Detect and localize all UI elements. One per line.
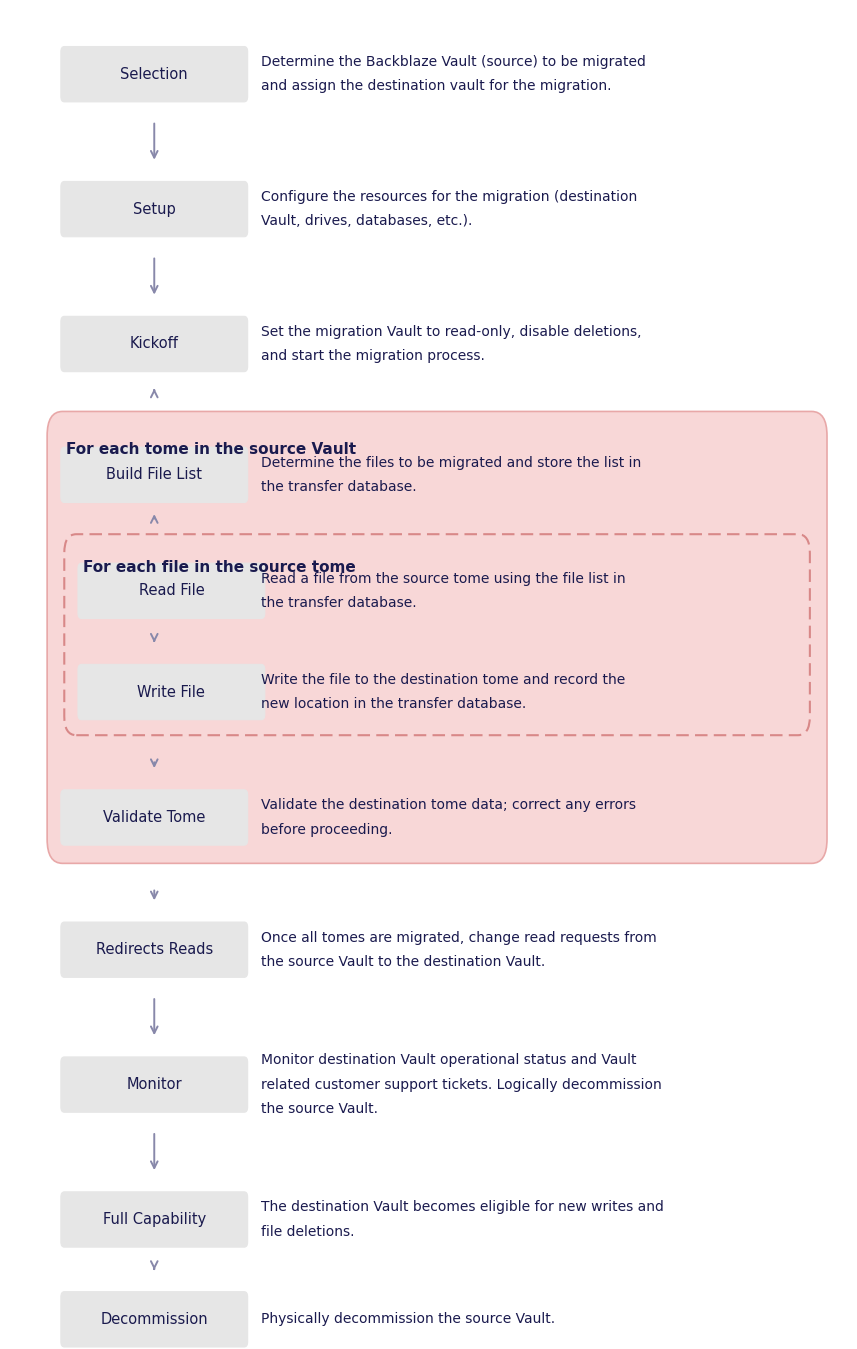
Text: Monitor: Monitor	[127, 1077, 182, 1093]
FancyBboxPatch shape	[61, 1058, 248, 1112]
Text: Determine the Backblaze Vault (source) to be migrated: Determine the Backblaze Vault (source) t…	[261, 55, 646, 69]
Text: the transfer database.: the transfer database.	[261, 596, 417, 610]
Text: Full Capability: Full Capability	[103, 1211, 206, 1228]
Text: For each tome in the source Vault: For each tome in the source Vault	[66, 441, 357, 457]
Text: Build File List: Build File List	[106, 467, 202, 483]
FancyBboxPatch shape	[61, 317, 248, 371]
Text: the source Vault.: the source Vault.	[261, 1102, 379, 1116]
Text: and assign the destination vault for the migration.: and assign the destination vault for the…	[261, 80, 612, 93]
Text: related customer support tickets. Logically decommission: related customer support tickets. Logica…	[261, 1078, 662, 1091]
Text: Decommission: Decommission	[100, 1311, 208, 1327]
Text: Vault, drives, databases, etc.).: Vault, drives, databases, etc.).	[261, 214, 473, 228]
Text: Determine the files to be migrated and store the list in: Determine the files to be migrated and s…	[261, 456, 642, 469]
Text: the source Vault to the destination Vault.: the source Vault to the destination Vaul…	[261, 955, 546, 969]
FancyBboxPatch shape	[61, 1193, 248, 1246]
Text: Physically decommission the source Vault.: Physically decommission the source Vault…	[261, 1313, 555, 1326]
Text: Redirects Reads: Redirects Reads	[96, 942, 213, 958]
Text: Set the migration Vault to read-only, disable deletions,: Set the migration Vault to read-only, di…	[261, 325, 642, 339]
Text: Kickoff: Kickoff	[129, 336, 179, 352]
Text: before proceeding.: before proceeding.	[261, 823, 393, 836]
Text: Setup: Setup	[133, 201, 176, 217]
Text: The destination Vault becomes eligible for new writes and: The destination Vault becomes eligible f…	[261, 1201, 664, 1214]
FancyBboxPatch shape	[61, 47, 248, 103]
FancyBboxPatch shape	[61, 1292, 248, 1346]
Text: Read a file from the source tome using the file list in: Read a file from the source tome using t…	[261, 572, 626, 585]
FancyBboxPatch shape	[64, 534, 810, 735]
FancyBboxPatch shape	[61, 791, 248, 844]
Text: Read File: Read File	[139, 583, 204, 599]
FancyBboxPatch shape	[47, 411, 827, 863]
Text: file deletions.: file deletions.	[261, 1225, 355, 1238]
FancyBboxPatch shape	[78, 563, 265, 618]
FancyBboxPatch shape	[61, 447, 248, 502]
FancyBboxPatch shape	[61, 923, 248, 978]
Text: the transfer database.: the transfer database.	[261, 480, 417, 494]
Text: Validate Tome: Validate Tome	[103, 809, 206, 826]
Text: Monitor destination Vault operational status and Vault: Monitor destination Vault operational st…	[261, 1054, 637, 1067]
Text: and start the migration process.: and start the migration process.	[261, 349, 485, 363]
FancyBboxPatch shape	[78, 665, 265, 720]
Text: Write the file to the destination tome and record the: Write the file to the destination tome a…	[261, 673, 626, 687]
Text: Write File: Write File	[137, 684, 206, 700]
FancyBboxPatch shape	[61, 181, 248, 237]
Text: Validate the destination tome data; correct any errors: Validate the destination tome data; corr…	[261, 799, 637, 812]
Text: Once all tomes are migrated, change read requests from: Once all tomes are migrated, change read…	[261, 931, 657, 944]
Text: For each file in the source tome: For each file in the source tome	[83, 560, 356, 576]
Text: Configure the resources for the migration (destination: Configure the resources for the migratio…	[261, 190, 638, 204]
Text: Selection: Selection	[121, 66, 188, 82]
Text: new location in the transfer database.: new location in the transfer database.	[261, 697, 527, 711]
